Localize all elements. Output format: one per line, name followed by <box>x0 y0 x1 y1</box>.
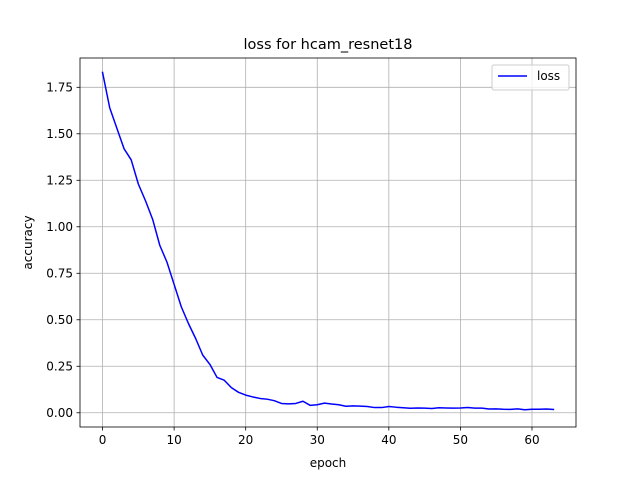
y-tick-label: 0.00 <box>46 406 73 420</box>
x-tick-label: 20 <box>238 433 253 447</box>
x-tick-label: 40 <box>381 433 396 447</box>
y-tick-label: 0.75 <box>46 266 73 280</box>
y-tick-label: 1.75 <box>46 80 73 94</box>
ticks-layer: 0 10 20 30 40 50 60 0.00 0.25 0.50 0.75 1.00 1.25 1.5… <box>46 80 539 447</box>
x-tick-label: 10 <box>166 433 181 447</box>
x-tick-label: 50 <box>453 433 468 447</box>
y-tick-label: 0.25 <box>46 359 73 373</box>
y-tick-label: 1.00 <box>46 220 73 234</box>
axes-frame <box>79 57 577 428</box>
y-axis-label: accuracy <box>21 215 35 269</box>
y-tick-label: 1.50 <box>46 127 73 141</box>
y-tick-label: 1.25 <box>46 173 73 187</box>
y-tick-label: 0.50 <box>46 313 73 327</box>
series-layer <box>101 71 555 411</box>
legend: loss <box>491 64 570 91</box>
grid-layer <box>80 58 576 427</box>
x-tick-label: 0 <box>99 433 107 447</box>
x-axis-label: epoch <box>310 456 347 470</box>
legend-label-loss: loss <box>537 69 560 83</box>
x-tick-label: 60 <box>524 433 539 447</box>
chart-title: loss for hcam_resnet18 <box>244 37 413 53</box>
series-line-loss <box>101 71 555 411</box>
legend-box <box>491 64 570 91</box>
x-tick-label: 30 <box>310 433 325 447</box>
